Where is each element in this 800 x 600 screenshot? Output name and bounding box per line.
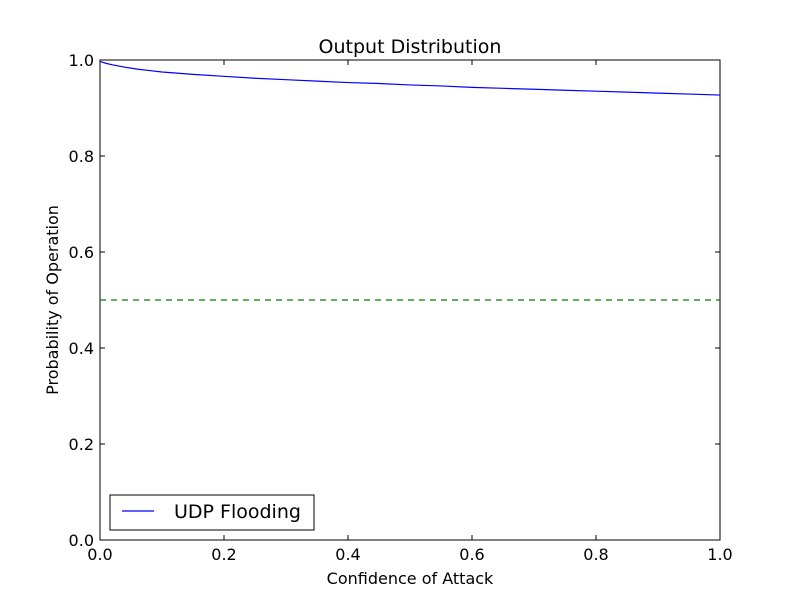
tick-labels: 0.0 0.2 0.4 0.6 0.8 1.0 0.0 0.2 0.4 0.6 0.8 1.0 [69, 51, 733, 564]
y-tick-label: 1.0 [69, 51, 94, 70]
x-tick-label: 0.6 [459, 545, 484, 564]
x-tick-label: 0.0 [87, 545, 112, 564]
y-tick-label: 0.8 [69, 147, 94, 166]
y-tick-label: 0.4 [69, 339, 94, 358]
series-layer [99, 60, 721, 301]
x-tick-label: 0.2 [211, 545, 236, 564]
y-tick-label: 0.6 [69, 243, 94, 262]
x-tick-label: 0.4 [335, 545, 360, 564]
axis-ticks [99, 59, 721, 541]
legend-box [109, 494, 315, 531]
legend: UDP Flooding [109, 494, 315, 531]
chart-title: Output Distribution [319, 36, 502, 58]
x-axis-label: Confidence of Attack [327, 569, 494, 588]
y-tick-label: 0.2 [69, 435, 94, 454]
series-line-udp-flooding [99, 60, 721, 96]
x-tick-label: 0.8 [583, 545, 608, 564]
y-axis-label: Probability of Operation [43, 205, 62, 395]
legend-entry-udp-flooding: UDP Flooding [174, 501, 301, 523]
y-tick-label: 0.0 [69, 531, 94, 550]
x-tick-label: 1.0 [707, 545, 732, 564]
